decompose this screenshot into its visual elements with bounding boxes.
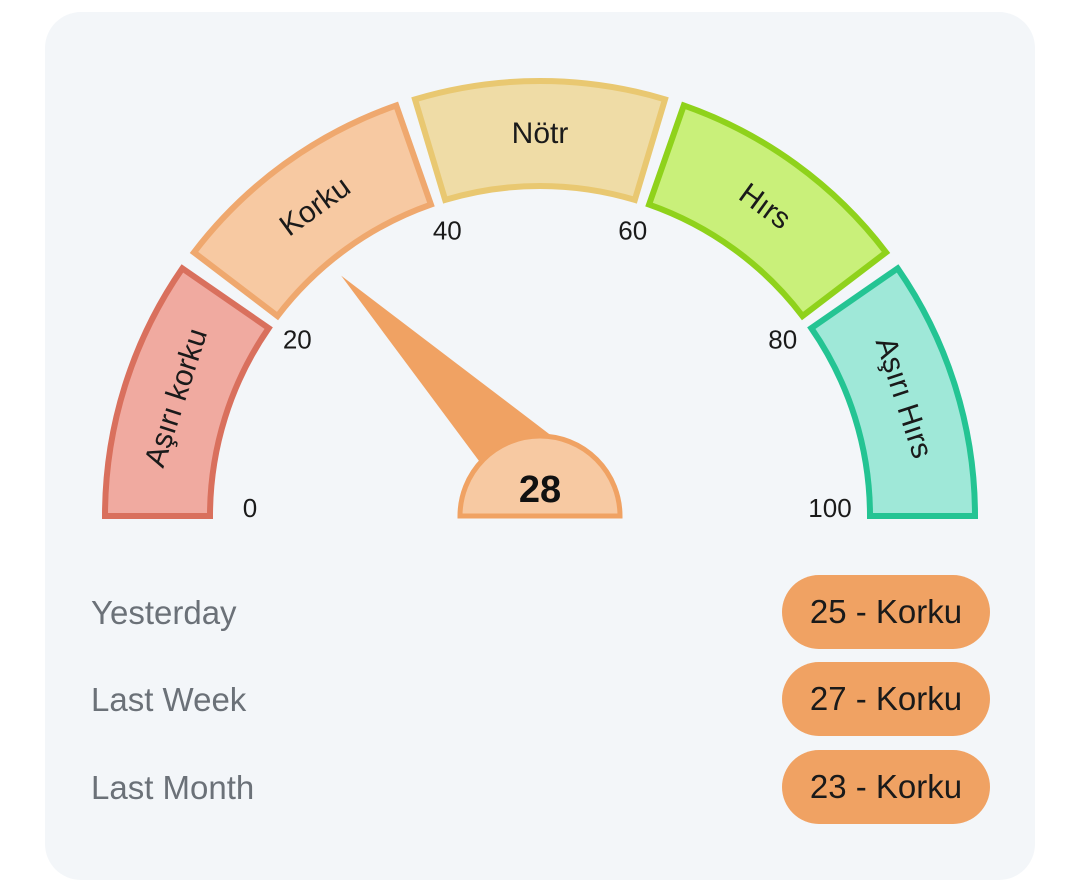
gauge-tick-label: 0 bbox=[243, 493, 257, 523]
gauge-tick-label: 40 bbox=[433, 216, 462, 246]
gauge-hub bbox=[457, 433, 623, 519]
gauge-tick-label: 60 bbox=[618, 216, 647, 246]
history-row-yesterday: Yesterday 25 - Korku bbox=[45, 575, 1035, 651]
gauge-segment-2 bbox=[189, 101, 435, 321]
gauge-segment-1 bbox=[101, 264, 273, 519]
gauge-tick-label: 20 bbox=[283, 325, 312, 355]
history-label: Last Month bbox=[91, 769, 255, 806]
gauge-segment-5 bbox=[807, 264, 979, 519]
gauge-value: 28 bbox=[519, 469, 561, 511]
history-value-pill: 23 - Korku bbox=[782, 750, 990, 824]
gauge-segment-4 bbox=[645, 101, 891, 321]
history-value-pill: 27 - Korku bbox=[782, 662, 990, 736]
history-value-pill: 25 - Korku bbox=[782, 575, 990, 649]
history-row-last-week: Last Week 27 - Korku bbox=[45, 662, 1035, 738]
history-label: Last Week bbox=[91, 681, 247, 718]
gauge-segment-label: Nötr bbox=[512, 117, 569, 150]
gauge-segment-3 bbox=[411, 78, 669, 204]
history-row-last-month: Last Month 23 - Korku bbox=[45, 750, 1035, 826]
history-label: Yesterday bbox=[91, 594, 237, 631]
gauge-tick-label: 100 bbox=[808, 493, 851, 523]
gauge-tick-label: 80 bbox=[768, 325, 797, 355]
